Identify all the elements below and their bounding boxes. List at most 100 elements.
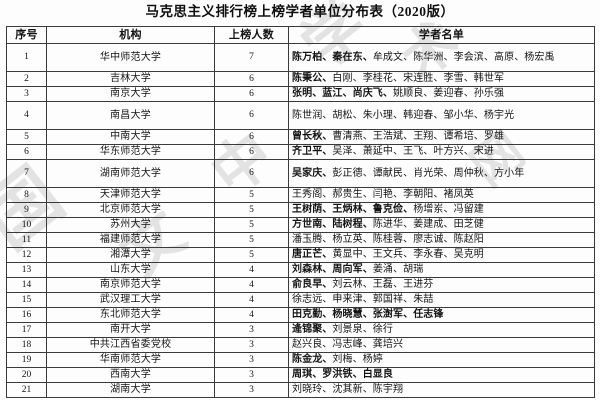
column-header-count: 上榜人数 [214,25,289,44]
table-row: 20 西南大学 3 周琪、罗洪铁、白显良 [6,366,595,383]
table-header-row: 序号 机构 上榜人数 学者名单 [6,25,595,44]
cell-index: 16 [6,306,47,323]
cell-index: 6 [6,143,47,160]
cell-organization: 湘潭大学 [46,246,215,263]
cell-scholar-list: 王秀阁、郝贵生、闫艳、李朝阳、褚凤英 [288,186,595,203]
cell-count: 5 [214,201,289,218]
cell-count: 5 [214,231,289,248]
cell-index: 7 [6,158,47,188]
cell-scholar-list: 田克勤、杨晓慧、张澍军、任志锋 [288,306,595,323]
cell-index: 13 [6,261,47,278]
cell-scholar-list: 潘玉腾、杨立英、陈桂蓉、廖志诚、陈赵阳 [288,231,595,248]
cell-count: 6 [214,128,289,145]
cell-index: 20 [6,366,47,383]
cell-index: 3 [6,85,47,102]
cell-scholar-list: 陈金龙、刘梅、杨婷 [288,351,595,368]
cell-count: 6 [214,100,289,130]
cell-count: 5 [214,216,289,233]
table-row: 2 吉林大学 6 陈秉公、白刚、李桂花、宋连胜、李雪、韩世军 [6,70,595,87]
cell-index: 12 [6,246,47,263]
cell-scholar-list: 俞良早、刘云林、王磊、王进芬 [288,276,595,293]
column-header-index: 序号 [6,25,47,44]
cell-organization: 中共江西省委党校 [46,336,215,353]
cell-scholar-list: 张明、蓝江、尚庆飞、姚顺良、姜迎春、孙乐强 [288,85,595,102]
cell-count: 4 [214,261,289,278]
cell-organization: 福建师范大学 [46,231,215,248]
cell-scholar-list: 刘晓玲、沈其新、陈宇翔 [288,381,595,398]
table-body: 1 华中师范大学 7 陈万柏、秦在东、牟成文、陈华洲、李会滨、高原、杨宏禹 2 吉林大学 6… [6,42,595,398]
cell-organization: 西南大学 [46,366,215,383]
cell-scholar-list: 逄锦聚、刘景泉、徐行 [288,321,595,338]
cell-index: 21 [6,381,47,398]
table-row: 21 湖南大学 3 刘晓玲、沈其新、陈宇翔 [6,381,595,398]
table-row: 1 华中师范大学 7 陈万柏、秦在东、牟成文、陈华洲、李会滨、高原、杨宏禹 [6,42,595,72]
cell-index: 5 [6,128,47,145]
cell-scholar-list: 刘森林、周向军、姜涌、胡瑞 [288,261,595,278]
table-row: 7 湖南师范大学 6 吴家庆、彭正德、谭献民、肖光荣、周仲秋、方小年 [6,158,595,188]
page-title: 马克思主义排行榜上榜学者单位分布表（2020版） [145,4,455,19]
cell-index: 18 [6,336,47,353]
table-row: 15 武汉理工大学 4 徐志远、申来津、郭国祥、朱喆 [6,291,595,308]
cell-organization: 东北师范大学 [46,306,215,323]
cell-organization: 南昌大学 [46,100,215,130]
cell-count: 5 [214,186,289,203]
cell-scholar-list: 徐志远、申来津、郭国祥、朱喆 [288,291,595,308]
cell-index: 9 [6,201,47,218]
table-row: 9 北京师范大学 5 王树荫、王炳林、鲁克俭、杨增岽、冯留建 [6,201,595,218]
cell-index: 11 [6,231,47,248]
cell-scholar-list: 陈世润、胡松、朱小理、韩迎春、邹小华、杨宇光 [288,100,595,130]
cell-index: 8 [6,186,47,203]
cell-count: 3 [214,366,289,383]
cell-scholar-list: 陈万柏、秦在东、牟成文、陈华洲、李会滨、高原、杨宏禹 [288,42,595,72]
cell-organization: 苏州大学 [46,216,215,233]
table-row: 3 南京大学 6 张明、蓝江、尚庆飞、姚顺良、姜迎春、孙乐强 [6,85,595,102]
table-row: 10 苏州大学 5 方世南、陆树程、陈进华、姜建成、田芝健 [6,216,595,233]
cell-count: 4 [214,291,289,308]
cell-scholar-list: 王树荫、王炳林、鲁克俭、杨增岽、冯留建 [288,201,595,218]
table-row: 6 华东师范大学 6 齐卫平、吴泽、萧延中、王飞、叶方兴、宋进 [6,143,595,160]
cell-count: 3 [214,351,289,368]
cell-organization: 华南师范大学 [46,351,215,368]
column-header-scholars: 学者名单 [288,25,595,44]
cell-index: 10 [6,216,47,233]
cell-organization: 北京师范大学 [46,201,215,218]
table-row: 11 福建师范大学 5 潘玉腾、杨立英、陈桂蓉、廖志诚、陈赵阳 [6,231,595,248]
table-row: 4 南昌大学 6 陈世润、胡松、朱小理、韩迎春、邹小华、杨宇光 [6,100,595,130]
cell-organization: 中南大学 [46,128,215,145]
cell-count: 3 [214,321,289,338]
cell-count: 7 [214,42,289,72]
cell-organization: 南开大学 [46,321,215,338]
table-row: 19 华南师范大学 3 陈金龙、刘梅、杨婷 [6,351,595,368]
table-row: 8 天津师范大学 5 王秀阁、郝贵生、闫艳、李朝阳、褚凤英 [6,186,595,203]
cell-organization: 南京大学 [46,85,215,102]
table-row: 18 中共江西省委党校 3 赵兴良、冯志峰、龚培兴 [6,336,595,353]
cell-count: 3 [214,336,289,353]
cell-scholar-list: 唐正芒、黄显中、王文兵、李永春、吴克明 [288,246,595,263]
cell-index: 19 [6,351,47,368]
cell-count: 6 [214,85,289,102]
cell-organization: 华东师范大学 [46,143,215,160]
cell-organization: 武汉理工大学 [46,291,215,308]
cell-organization: 华中师范大学 [46,42,215,72]
cell-organization: 南京师范大学 [46,276,215,293]
scholar-distribution-table: 序号 机构 上榜人数 学者名单 1 华中师范大学 7 陈万柏、秦在东、牟成文、陈华洲、… [6,25,595,398]
cell-index: 1 [6,42,47,72]
cell-scholar-list: 陈秉公、白刚、李桂花、宋连胜、李雪、韩世军 [288,70,595,87]
cell-organization: 山东大学 [46,261,215,278]
cell-scholar-list: 周琪、罗洪铁、白显良 [288,366,595,383]
table-row: 16 东北师范大学 4 田克勤、杨晓慧、张澍军、任志锋 [6,306,595,323]
cell-index: 2 [6,70,47,87]
table-row: 14 南京师范大学 4 俞良早、刘云林、王磊、王进芬 [6,276,595,293]
cell-index: 17 [6,321,47,338]
table-row: 17 南开大学 3 逄锦聚、刘景泉、徐行 [6,321,595,338]
cell-scholar-list: 赵兴良、冯志峰、龚培兴 [288,336,595,353]
cell-organization: 湖南师范大学 [46,158,215,188]
cell-scholar-list: 曾长秋、曹清燕、王浩斌、王翔、谭希培、罗雄 [288,128,595,145]
cell-scholar-list: 齐卫平、吴泽、萧延中、王飞、叶方兴、宋进 [288,143,595,160]
cell-organization: 吉林大学 [46,70,215,87]
column-header-org: 机构 [46,25,215,44]
cell-count: 4 [214,276,289,293]
cell-count: 4 [214,306,289,323]
cell-index: 15 [6,291,47,308]
cell-scholar-list: 方世南、陆树程、陈进华、姜建成、田芝健 [288,216,595,233]
